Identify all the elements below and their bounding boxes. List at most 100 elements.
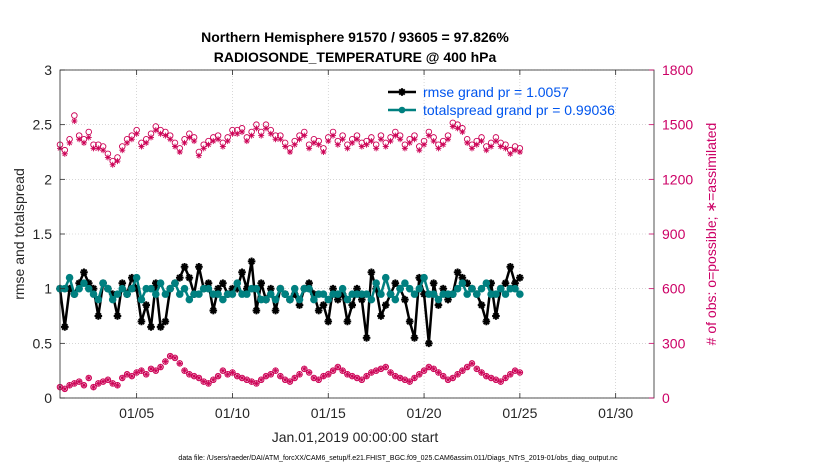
spread-point (511, 284, 519, 293)
rmse-point (238, 268, 246, 277)
obs-assimilated-point-stroke (407, 140, 413, 146)
obs-assimilated-point (176, 360, 183, 367)
rmse-point (137, 317, 146, 326)
obs-assimilated-point-stroke (105, 155, 111, 160)
obs-assimilated-point (205, 380, 212, 387)
rmse-point-stroke (324, 318, 332, 325)
obs-assimilated-point-stroke (115, 382, 120, 388)
spread-point (290, 284, 299, 293)
obs-assimilated-point-stroke (234, 373, 240, 379)
obs-assimilated-point (464, 364, 471, 371)
obs-assimilated-point (507, 150, 514, 157)
x-tick-label: 01/05 (119, 405, 154, 421)
obs-assimilated-point (219, 367, 226, 374)
obs-assimilated-point (454, 125, 461, 132)
rmse-point-stroke (367, 268, 375, 276)
rmse-point-stroke (248, 257, 256, 265)
obs-assimilated-point-stroke (62, 386, 68, 392)
spread-point (137, 295, 146, 304)
spread-point (132, 273, 141, 282)
spread-point (305, 284, 313, 293)
obs-assimilated-point-stroke (383, 364, 389, 370)
rmse-point (391, 279, 400, 287)
spread-point (128, 284, 136, 293)
obs-assimilated-point (445, 376, 452, 383)
obs-assimilated-point (387, 369, 394, 376)
obs-assimilated-point (167, 136, 174, 143)
obs-assimilated-point-stroke (503, 145, 508, 151)
legend-rmse-marker (398, 88, 406, 96)
spread-point (391, 295, 400, 304)
obs-assimilated-point-stroke (249, 133, 255, 139)
obs-assimilated-point-stroke (493, 138, 499, 144)
obs-assimilated-point-stroke (378, 366, 384, 372)
obs-assimilated-point-stroke (416, 371, 422, 377)
obs-assimilated-point (152, 367, 159, 374)
obs-assimilated-point (143, 139, 150, 146)
obs-assimilated-point (315, 141, 322, 148)
obs-assimilated-point (488, 143, 495, 150)
obs-assimilated-point (243, 138, 250, 145)
rmse-point (147, 323, 155, 331)
rmse-point-stroke (80, 268, 88, 276)
obs-assimilated-point (114, 382, 121, 389)
rmse-point-stroke (348, 301, 356, 309)
obs-assimilated-point-stroke (182, 140, 187, 146)
rmse-point (492, 312, 500, 320)
obs-assimilated-point-stroke (301, 133, 307, 139)
obs-assimilated-point-stroke (421, 368, 427, 374)
obs-assimilated-point (358, 143, 365, 150)
rmse-point (252, 306, 261, 315)
rmse-point-stroke (257, 279, 265, 287)
rmse-point (410, 334, 419, 342)
rmse-point-stroke (454, 268, 461, 276)
obs-assimilated-point-stroke (373, 368, 379, 374)
spread-point (276, 284, 285, 293)
obs-assimilated-point (507, 371, 514, 378)
obs-assimilated-point-stroke (416, 147, 422, 153)
obs-assimilated-point (104, 376, 111, 383)
obs-assimilated-point (229, 369, 236, 376)
obs-assimilated-point (229, 130, 236, 137)
obs-assimilated-point (354, 136, 360, 143)
rmse-point-stroke (238, 268, 246, 276)
y-left-tick-label: 2 (44, 171, 52, 187)
rmse-point (156, 323, 165, 331)
obs-assimilated-point (138, 367, 145, 374)
obs-assimilated-point (109, 380, 116, 387)
spread-point (147, 284, 155, 293)
obs-assimilated-point-stroke (517, 149, 523, 155)
obs-assimilated-point-stroke (325, 138, 331, 144)
rmse-point (362, 334, 371, 342)
obs-assimilated-point-stroke (464, 364, 470, 370)
obs-assimilated-point (210, 376, 217, 383)
rmse-point (334, 295, 342, 304)
rmse-point (94, 312, 103, 320)
spread-point (161, 290, 170, 298)
spread-point (166, 284, 174, 293)
obs-assimilated-point-stroke (306, 370, 312, 375)
obs-assimilated-point-stroke (469, 145, 475, 151)
obs-assimilated-point (162, 358, 169, 365)
obs-assimilated-point (148, 134, 155, 141)
obs-assimilated-point (109, 161, 116, 168)
rmse-point-stroke (439, 285, 447, 293)
rmse-point-stroke (267, 285, 275, 293)
obs-assimilated-point-stroke (354, 136, 360, 142)
obs-assimilated-point-stroke (316, 142, 322, 148)
obs-assimilated-point (248, 378, 255, 385)
rmse-point (429, 279, 438, 287)
obs-assimilated-point (440, 141, 447, 148)
obs-assimilated-point (148, 365, 155, 372)
obs-assimilated-point-stroke (311, 375, 317, 381)
obs-assimilated-point-stroke (201, 145, 207, 151)
rmse-point-stroke (214, 285, 222, 293)
rmse-point-stroke (334, 296, 342, 303)
obs-assimilated-point (296, 136, 303, 143)
obs-assimilated-point (516, 149, 523, 155)
obs-assimilated-point-stroke (340, 136, 346, 142)
obs-assimilated-point-stroke (191, 138, 197, 144)
observation-count-markers (56, 112, 524, 393)
obs-assimilated-point (176, 149, 183, 155)
rmse-point (113, 312, 122, 320)
